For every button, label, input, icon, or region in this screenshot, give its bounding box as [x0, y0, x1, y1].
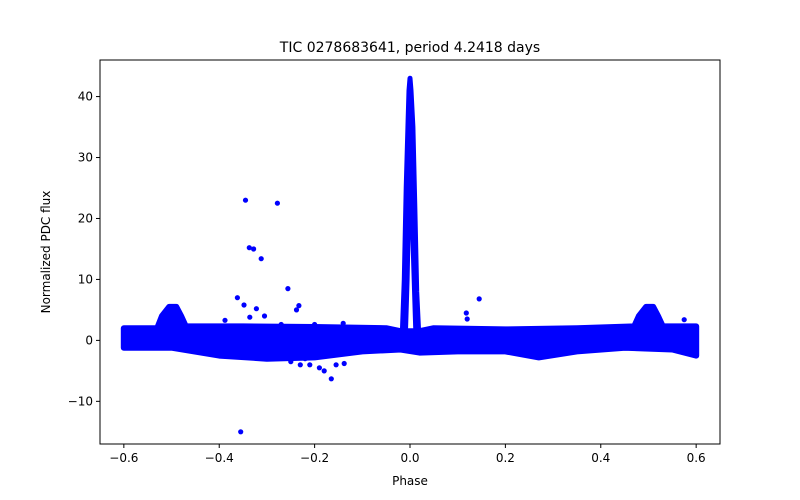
data-point	[316, 365, 322, 371]
data-point	[681, 317, 687, 323]
y-tick-label: 0	[85, 333, 93, 347]
y-tick-label: 10	[78, 272, 93, 286]
x-tick-label: −0.6	[109, 451, 138, 465]
data-point	[463, 310, 469, 316]
data-point	[296, 303, 302, 309]
plot-area	[120, 75, 700, 435]
data-point	[333, 362, 339, 368]
data-point	[234, 295, 240, 301]
data-point	[261, 313, 268, 319]
chart-title: TIC 0278683641, period 4.2418 days	[279, 40, 540, 56]
data-point	[242, 197, 249, 203]
data-point	[123, 325, 129, 331]
data-point	[253, 306, 259, 312]
y-tick-label: 30	[78, 151, 93, 165]
transit-peak-band	[399, 75, 422, 352]
x-tick-label: 0.6	[687, 451, 706, 465]
data-point	[274, 200, 280, 206]
data-point	[285, 286, 291, 292]
y-axis-label: Normalized PDC flux	[39, 191, 53, 314]
data-point	[302, 356, 308, 362]
data-point	[328, 376, 334, 382]
y-tick-label: 20	[78, 211, 93, 225]
x-tick-label: 0.4	[591, 451, 610, 465]
data-point	[312, 321, 318, 328]
x-tick-label: 0.2	[496, 451, 515, 465]
data-point	[247, 314, 253, 320]
baseline-band	[120, 303, 700, 362]
data-point	[238, 429, 244, 435]
data-band-layer	[120, 75, 700, 362]
data-point	[341, 360, 347, 367]
x-tick-label: −0.4	[205, 451, 234, 465]
data-point	[307, 362, 313, 368]
x-axis: −0.6 −0.4 −0.2 0.0 0.2 0.4 0.6	[109, 444, 706, 465]
x-tick-label: 0.0	[400, 451, 419, 465]
data-point	[476, 296, 482, 302]
x-tick-label: −0.2	[300, 451, 329, 465]
data-point	[340, 320, 346, 326]
data-point	[246, 245, 252, 251]
y-tick-label: 40	[78, 90, 93, 104]
y-axis: −10 0 10 20 30 40	[68, 90, 100, 408]
data-point	[321, 368, 327, 374]
data-point	[258, 256, 264, 262]
data-points-layer	[123, 197, 687, 435]
data-point	[464, 316, 470, 322]
data-point	[293, 307, 300, 313]
data-point	[288, 359, 294, 365]
data-point	[297, 362, 303, 368]
data-point	[278, 321, 284, 328]
y-tick-label: −10	[68, 394, 93, 408]
data-point	[402, 330, 408, 336]
x-axis-label: Phase	[392, 474, 428, 488]
data-point	[241, 302, 247, 308]
data-point	[251, 246, 257, 252]
data-point	[222, 317, 228, 323]
